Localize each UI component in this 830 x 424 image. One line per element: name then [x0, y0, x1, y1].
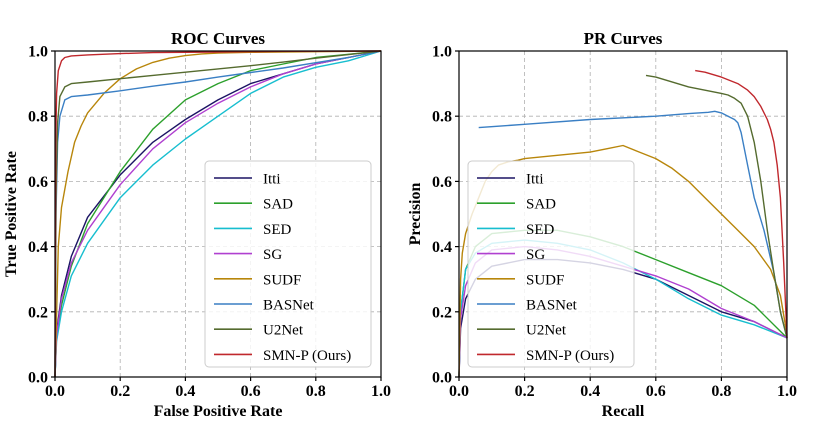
pr-legend-label: U2Net — [526, 323, 567, 339]
pr-chart-title: PR Curves — [584, 29, 663, 48]
roc-ytick-label: 0.2 — [28, 304, 48, 321]
roc-curve-smn-p-ours — [54, 50, 382, 378]
pr-legend-label: BASNet — [526, 298, 578, 314]
roc-legend-label: Itti — [263, 172, 281, 188]
roc-y-axis-label: True Positive Rate — [3, 151, 20, 277]
pr-ytick-label: 1.0 — [432, 44, 452, 61]
pr-legend-label: Itti — [526, 172, 544, 188]
roc-legend-label: U2Net — [263, 323, 304, 339]
pr-legend-label: SG — [526, 247, 545, 263]
pr-xtick-label: 0.4 — [580, 383, 600, 400]
pr-x-axis-label: Recall — [602, 403, 645, 420]
roc-xtick-label: 0.2 — [110, 383, 130, 400]
pr-curve-smn-p-ours — [695, 69, 788, 338]
roc-ytick-label: 0.4 — [28, 239, 48, 256]
pr-xtick-label: 0.0 — [449, 383, 469, 400]
roc-legend-label: BASNet — [263, 298, 315, 314]
roc-legend-label: SUDF — [263, 272, 301, 288]
pr-legend: Itti SAD SED SG SUDF BASNet U2Net SMN-P (Ours) — [467, 160, 635, 368]
roc-legend-label: SAD — [263, 197, 293, 213]
roc-xtick-label: 0.0 — [45, 383, 65, 400]
pr-xtick-label: 0.8 — [711, 383, 731, 400]
pr-chart: 0.0 0.2 0.4 0.6 0.8 1.0 0.0 0.2 0.4 0.6 0.8 1.0 PR C… — [407, 29, 797, 420]
roc-curve-u2net — [54, 50, 382, 378]
roc-legend-box — [204, 160, 372, 368]
roc-legend-label: SED — [263, 222, 292, 238]
pr-ytick-label: 0.2 — [432, 304, 452, 321]
pr-legend-label: SMN-P (Ours) — [526, 348, 614, 364]
roc-xtick-label: 0.6 — [241, 383, 261, 400]
roc-chart: 0.0 0.2 0.4 0.6 0.8 1.0 0.0 0.2 0.4 0.6 0.8 1.0 ROC … — [3, 29, 391, 420]
roc-legend-label: SG — [263, 247, 282, 263]
pr-plot-frame — [458, 50, 788, 378]
roc-ytick-label: 0.0 — [28, 370, 48, 387]
pr-xtick-label: 1.0 — [777, 383, 797, 400]
roc-curve-sed — [54, 50, 382, 378]
roc-legend-label: SMN-P (Ours) — [263, 348, 351, 364]
pr-ytick-label: 0.4 — [432, 239, 452, 256]
pr-ytick-label: 0.6 — [432, 174, 452, 191]
roc-x-axis-label: False Positive Rate — [154, 403, 283, 420]
pr-curve-basnet — [478, 110, 788, 339]
roc-ytick-label: 0.8 — [28, 109, 48, 126]
pr-xtick-label: 0.2 — [515, 383, 535, 400]
roc-plot-frame — [54, 50, 382, 378]
roc-ytick-label: 0.6 — [28, 174, 48, 191]
pr-curve-u2net — [645, 74, 788, 339]
roc-chart-title: ROC Curves — [171, 29, 265, 48]
roc-legend: Itti SAD SED SG SUDF BASNet U2Net SMN-P (Ours) — [204, 160, 372, 368]
roc-curve-sudf — [54, 50, 382, 378]
roc-xtick-label: 1.0 — [371, 383, 391, 400]
pr-legend-label: SAD — [526, 197, 556, 213]
pr-legend-box — [467, 160, 635, 368]
roc-ytick-label: 1.0 — [28, 44, 48, 61]
pr-legend-label: SED — [526, 222, 555, 238]
roc-xtick-label: 0.8 — [306, 383, 326, 400]
pr-legend-label: SUDF — [526, 272, 564, 288]
roc-xtick-label: 0.4 — [175, 383, 195, 400]
pr-xtick-label: 0.6 — [646, 383, 666, 400]
pr-y-axis-label: Precision — [407, 183, 424, 246]
roc-curve-basnet — [54, 50, 382, 378]
roc-curve-sg — [54, 50, 382, 378]
pr-ytick-label: 0.8 — [432, 109, 452, 126]
pr-ytick-label: 0.0 — [432, 370, 452, 387]
